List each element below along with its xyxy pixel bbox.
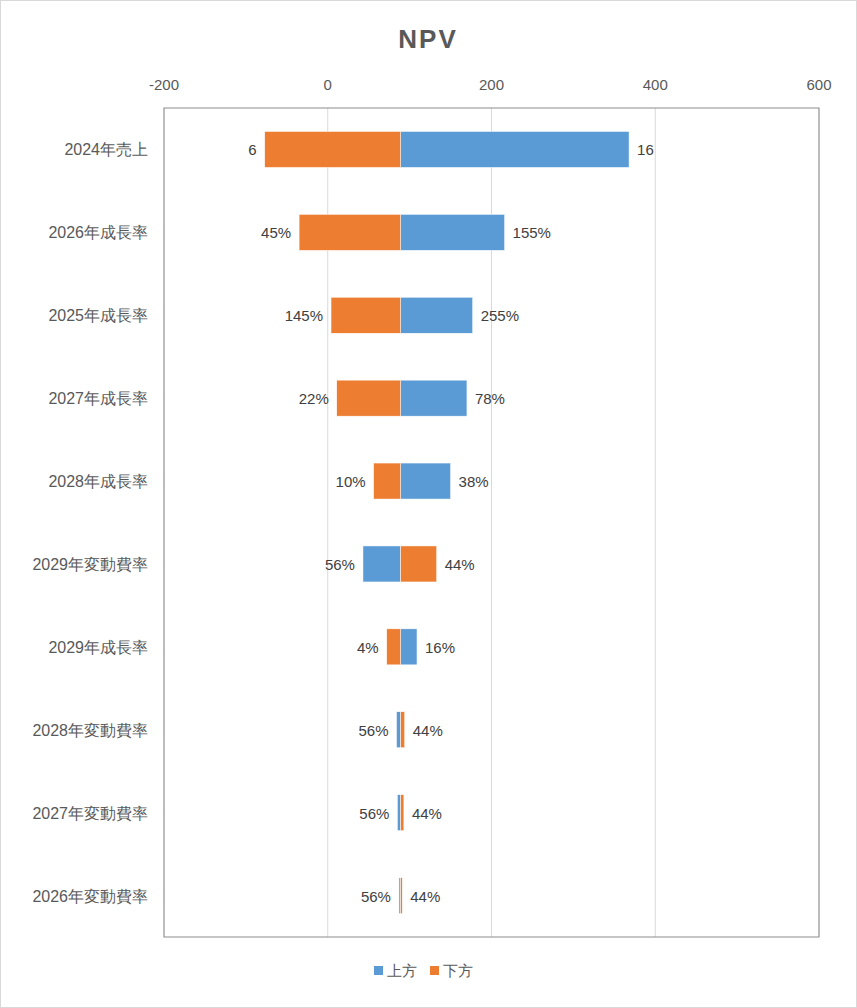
tick-label: 400 (643, 76, 668, 93)
data-label: 16% (425, 639, 455, 656)
category-label: 2024年売上 (64, 141, 148, 158)
title: NPV (398, 24, 457, 54)
bar (299, 214, 401, 250)
data-label: 38% (459, 473, 489, 490)
data-label: 56% (358, 722, 388, 739)
data-label: 44% (413, 722, 443, 739)
plot-frame (164, 108, 819, 937)
bar (397, 712, 401, 748)
data-label: 145% (285, 307, 323, 324)
category-label: 2029年変動費率 (32, 556, 148, 573)
data-label: 155% (513, 224, 551, 241)
data-label: 4% (357, 639, 379, 656)
bar (401, 380, 467, 416)
data-label: 6 (248, 141, 256, 158)
data-label: 56% (325, 556, 355, 573)
bar (337, 380, 401, 416)
tick-label: -200 (149, 76, 179, 93)
bar (387, 629, 401, 665)
data-label: 22% (299, 390, 329, 407)
bar (401, 795, 404, 831)
bar (331, 297, 401, 333)
data-label: 255% (481, 307, 519, 324)
data-label: 44% (445, 556, 475, 573)
bars (265, 131, 629, 913)
category-label: 2028年変動費率 (32, 722, 148, 739)
chart-border (1, 1, 857, 1008)
tick-label: 200 (479, 76, 504, 93)
category-label: 2027年成長率 (48, 390, 148, 407)
data-label: 16 (637, 141, 654, 158)
bar (265, 131, 401, 167)
bar (397, 795, 400, 831)
bar (401, 878, 403, 914)
tick-label: 600 (806, 76, 831, 93)
legend-label: 下方 (443, 962, 473, 979)
bar (401, 463, 451, 499)
data-label: 78% (475, 390, 505, 407)
bar (401, 214, 505, 250)
data-label: 45% (261, 224, 291, 241)
category-label: 2029年成長率 (48, 639, 148, 656)
grid-line (655, 108, 656, 937)
bar (363, 546, 401, 582)
data-label: 10% (336, 473, 366, 490)
data-label: 56% (361, 888, 391, 905)
legend-swatch (430, 966, 439, 975)
legend: 上方 下方 (374, 962, 473, 979)
data-label: 44% (412, 805, 442, 822)
data-label: 44% (410, 888, 440, 905)
category-label: 2025年成長率 (48, 307, 148, 324)
data-label: 56% (359, 805, 389, 822)
tick-label: 0 (324, 76, 332, 93)
bar (401, 297, 473, 333)
bar (401, 131, 629, 167)
chart: NPV -200 0 200 400 600 2024年売上 2026年成長率 2025年成長率… (0, 0, 857, 1008)
category-label: 2027年変動費率 (32, 805, 148, 822)
bar (401, 546, 437, 582)
bar (401, 712, 405, 748)
category-label: 2026年成長率 (48, 224, 148, 241)
bar (374, 463, 401, 499)
category-label: 2028年成長率 (48, 473, 148, 490)
bar (401, 629, 417, 665)
category-label: 2026年変動費率 (32, 888, 148, 905)
legend-label: 上方 (387, 962, 417, 979)
legend-swatch (374, 966, 383, 975)
